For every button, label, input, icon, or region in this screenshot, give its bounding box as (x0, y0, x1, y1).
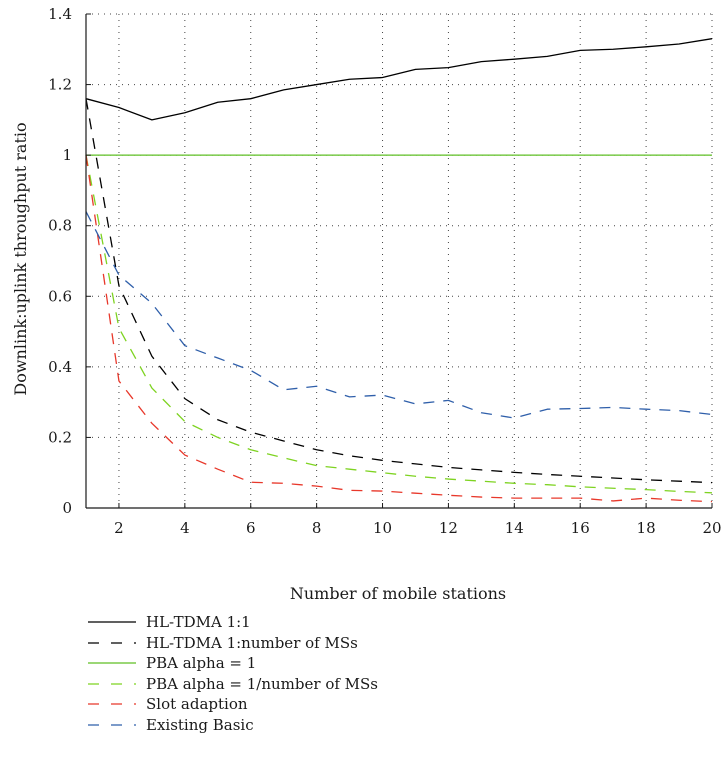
tick-labels: 2 4 6 8 10 12 14 16 18 20 0 0.2 0.4 0.6 0.8 1 1.2 1.4 (48, 5, 721, 537)
legend-swatch (88, 621, 136, 623)
series-line-6 (85, 211, 713, 419)
legend-swatch (88, 662, 136, 664)
legend-item: Slot adaption (88, 694, 378, 715)
y-tick-label: 0.2 (48, 428, 72, 446)
y-tick-label: 1 (62, 146, 72, 164)
legend-item: PBA alpha = 1 (88, 653, 378, 674)
x-tick-label: 4 (180, 519, 190, 537)
axes (85, 13, 713, 509)
grid-lines (86, 13, 713, 508)
x-tick-label: 6 (246, 519, 256, 537)
legend-swatch (88, 724, 136, 726)
series-line-2 (85, 98, 713, 484)
y-tick-label: 0.8 (48, 217, 72, 235)
legend-item: HL-TDMA 1:number of MSs (88, 633, 378, 654)
x-tick-label: 12 (439, 519, 458, 537)
legend-label: Slot adaption (146, 695, 248, 714)
series-lines (85, 38, 713, 503)
legend-item: PBA alpha = 1/number of MSs (88, 674, 378, 695)
series-line-4 (85, 155, 713, 494)
legend-label: HL-TDMA 1:1 (146, 613, 251, 632)
y-axis-label: Downlink:uplink throughput ratio (11, 122, 30, 395)
legend-item: HL-TDMA 1:1 (88, 612, 378, 633)
x-tick-label: 20 (702, 519, 721, 537)
y-tick-label: 1.4 (48, 5, 72, 23)
legend: HL-TDMA 1:1 HL-TDMA 1:number of MSs PBA al… (88, 612, 378, 735)
y-tick-label: 0 (62, 499, 72, 517)
legend-swatch (88, 683, 136, 685)
legend-label: PBA alpha = 1/number of MSs (146, 674, 379, 693)
x-tick-label: 10 (373, 519, 392, 537)
y-tick-label: 0.6 (48, 287, 72, 305)
legend-label: PBA alpha = 1 (146, 654, 257, 673)
legend-swatch (88, 703, 136, 705)
legend-label: HL-TDMA 1:number of MSs (146, 633, 358, 652)
line-chart: 2 4 6 8 10 12 14 16 18 20 0 0.2 0.4 0.6 0.8 1 1.2 1.4 Dow… (11, 5, 722, 603)
x-tick-label: 16 (571, 519, 590, 537)
x-axis-label: Number of mobile stations (290, 584, 506, 603)
x-tick-label: 8 (312, 519, 322, 537)
x-tick-label: 14 (505, 519, 524, 537)
series-line-1 (85, 38, 713, 121)
x-tick-label: 18 (637, 519, 656, 537)
y-tick-label: 1.2 (48, 76, 72, 94)
series-line-5 (85, 155, 713, 503)
legend-label: Existing Basic (146, 715, 254, 734)
legend-swatch (88, 642, 136, 644)
legend-item: Existing Basic (88, 715, 378, 736)
y-tick-label: 0.4 (48, 358, 72, 376)
x-tick-label: 2 (114, 519, 124, 537)
